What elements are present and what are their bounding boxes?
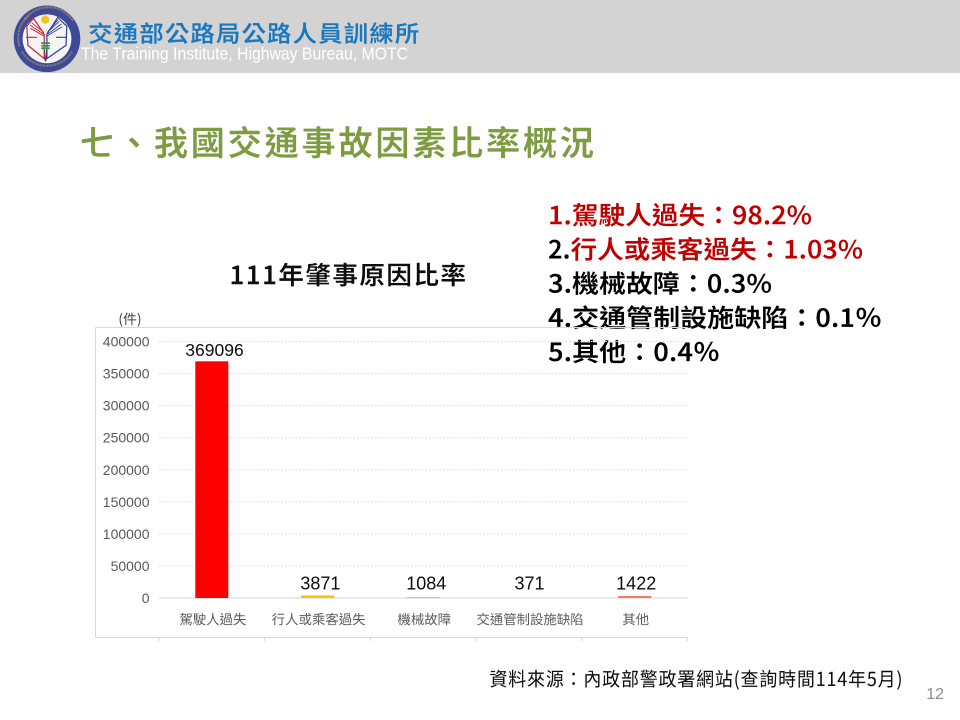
svg-text:100000: 100000 [103, 526, 150, 542]
svg-text:50000: 50000 [111, 558, 150, 574]
svg-text:1422: 1422 [616, 574, 656, 594]
svg-text:250000: 250000 [103, 430, 150, 446]
svg-text:300000: 300000 [103, 398, 150, 414]
svg-text:12: 12 [926, 686, 944, 703]
svg-text:3871: 3871 [300, 574, 340, 594]
svg-text:200000: 200000 [103, 462, 150, 478]
svg-text:350000: 350000 [103, 366, 150, 382]
svg-text:369096: 369096 [185, 340, 243, 360]
svg-text:1084: 1084 [406, 574, 446, 594]
svg-text:150000: 150000 [103, 494, 150, 510]
svg-text:The Training Institute, Highwa: The Training Institute, Highway Bureau, … [81, 44, 408, 64]
svg-text:371: 371 [514, 574, 544, 594]
svg-text:400000: 400000 [103, 334, 150, 350]
svg-text:0: 0 [142, 590, 150, 606]
